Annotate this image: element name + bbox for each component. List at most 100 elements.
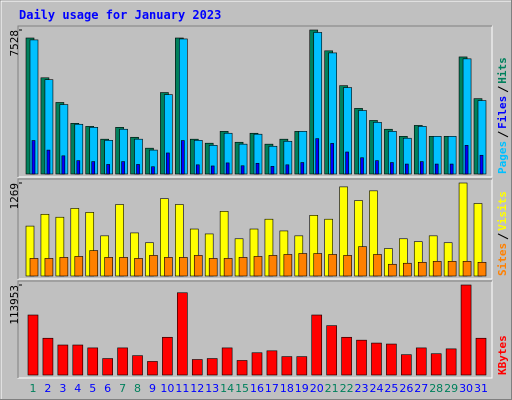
chart-title: Daily usage for January 2023 bbox=[19, 8, 221, 22]
bar bbox=[417, 261, 427, 277]
bar bbox=[373, 254, 382, 277]
bar bbox=[87, 347, 99, 376]
panel-shadow bbox=[17, 280, 492, 378]
bar bbox=[225, 162, 230, 175]
bar bbox=[356, 339, 367, 376]
bar bbox=[313, 253, 323, 277]
legend: Pages Files Hits bbox=[496, 57, 509, 174]
bar bbox=[430, 353, 442, 376]
legend-label: Sites bbox=[496, 243, 509, 276]
bar bbox=[147, 361, 158, 376]
bar bbox=[445, 348, 457, 376]
bar bbox=[46, 149, 51, 175]
legend-label: Hits bbox=[496, 57, 509, 84]
x-tick-label: 13 bbox=[205, 382, 219, 395]
bar bbox=[240, 165, 245, 175]
legend-label: Visits bbox=[496, 191, 509, 231]
bar bbox=[106, 164, 110, 175]
bar bbox=[193, 255, 203, 277]
bar bbox=[177, 292, 188, 376]
bar bbox=[475, 337, 487, 376]
bar bbox=[74, 256, 84, 277]
bar bbox=[149, 255, 158, 277]
bar bbox=[386, 343, 397, 376]
x-tick-label: 25 bbox=[384, 382, 398, 395]
bar bbox=[315, 138, 320, 175]
x-tick-label: 6 bbox=[104, 382, 111, 395]
x-tick-label: 15 bbox=[235, 382, 249, 395]
x-tick-label: 19 bbox=[295, 382, 309, 395]
bar bbox=[59, 257, 69, 277]
bar bbox=[102, 358, 113, 376]
bar bbox=[266, 350, 278, 376]
bar bbox=[179, 257, 188, 277]
bar bbox=[283, 254, 293, 277]
x-tick-label: 9 bbox=[149, 382, 156, 395]
bar bbox=[375, 160, 379, 175]
bar bbox=[29, 258, 39, 277]
bar bbox=[210, 165, 215, 175]
bar bbox=[358, 246, 367, 277]
legend-label: Files bbox=[496, 96, 509, 129]
bar bbox=[136, 164, 140, 175]
y-tick-label: 7528 bbox=[8, 30, 21, 57]
bar bbox=[151, 166, 155, 175]
bar bbox=[72, 344, 84, 376]
bar bbox=[300, 162, 305, 175]
bar bbox=[447, 261, 457, 277]
bar bbox=[405, 163, 409, 175]
x-tick-label: 20 bbox=[310, 382, 324, 395]
bar bbox=[191, 359, 203, 376]
bar bbox=[270, 166, 275, 175]
bar bbox=[311, 314, 323, 376]
x-tick-label: 12 bbox=[190, 382, 204, 395]
x-tick-label: 29 bbox=[444, 382, 458, 395]
bar bbox=[206, 358, 218, 376]
bar bbox=[181, 140, 185, 175]
bar bbox=[253, 256, 263, 277]
bar bbox=[371, 342, 382, 376]
x-tick-label: 2 bbox=[44, 382, 51, 395]
bar bbox=[298, 253, 308, 277]
bar bbox=[281, 356, 293, 376]
bar bbox=[221, 347, 233, 376]
panel-shadow bbox=[17, 178, 492, 279]
bar bbox=[462, 261, 472, 277]
bar bbox=[415, 347, 427, 376]
bar bbox=[119, 257, 128, 277]
panel-shadow bbox=[17, 25, 492, 177]
bar bbox=[330, 143, 334, 175]
bar bbox=[57, 344, 69, 376]
x-tick-label: 22 bbox=[340, 382, 354, 395]
bar bbox=[251, 352, 263, 376]
bar bbox=[121, 161, 125, 175]
bar bbox=[477, 261, 487, 277]
x-tick-label: 16 bbox=[250, 382, 264, 395]
bar bbox=[449, 163, 454, 175]
bar bbox=[419, 161, 424, 175]
bar bbox=[390, 162, 394, 175]
x-tick-label: 14 bbox=[220, 382, 234, 395]
bar bbox=[285, 164, 290, 175]
x-tick-label: 23 bbox=[355, 382, 369, 395]
bar bbox=[117, 347, 128, 376]
x-tick-label: 18 bbox=[280, 382, 294, 395]
bar bbox=[76, 160, 81, 175]
x-tick-label: 5 bbox=[89, 382, 96, 395]
x-tick-label: 10 bbox=[160, 382, 174, 395]
bar bbox=[464, 145, 469, 175]
bar bbox=[89, 250, 99, 277]
legend: KBytes bbox=[496, 335, 509, 375]
bar bbox=[164, 257, 173, 277]
x-tick-label: 27 bbox=[414, 382, 428, 395]
bar bbox=[132, 355, 143, 376]
bar bbox=[31, 140, 36, 175]
x-tick-label: 4 bbox=[74, 382, 81, 395]
bar bbox=[345, 151, 349, 175]
bar bbox=[343, 255, 352, 277]
x-tick-label: 17 bbox=[265, 382, 279, 395]
bar bbox=[236, 360, 248, 376]
bar bbox=[61, 155, 66, 175]
